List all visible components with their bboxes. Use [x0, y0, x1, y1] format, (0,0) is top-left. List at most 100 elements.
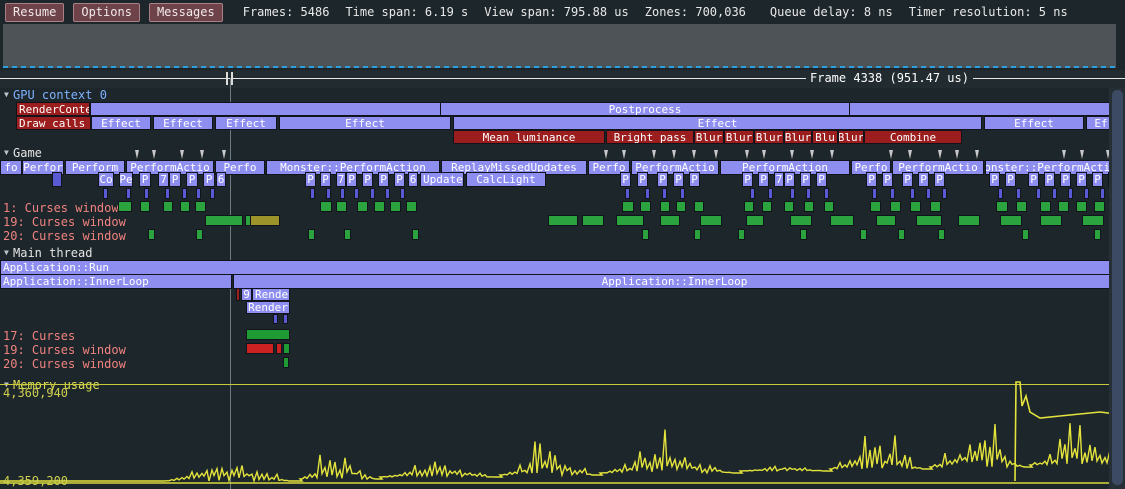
timeline-zone[interactable]: Bright pass — [606, 130, 694, 144]
timeline-zone[interactable]: Render — [246, 301, 290, 314]
timeline-zone[interactable] — [354, 188, 359, 199]
timeline-zone[interactable]: Perfo — [215, 160, 265, 175]
row-curses-window-19-bar[interactable] — [582, 215, 604, 226]
row-curses-window-19-bar[interactable] — [548, 215, 578, 226]
row-curses-17-label[interactable]: 17: Curses — [3, 329, 76, 343]
timeline-zone[interactable] — [210, 188, 215, 199]
timeline-zone[interactable]: P — [934, 172, 945, 187]
timeline-zone[interactable]: 7 — [336, 172, 346, 187]
timeline-zone[interactable] — [144, 188, 149, 199]
row-curses-window-19-bar[interactable] — [205, 215, 243, 226]
timeline-zone[interactable] — [273, 314, 278, 324]
row-curses-window-1-bar[interactable] — [374, 201, 385, 212]
row-curses-window-20-bar[interactable] — [738, 229, 745, 240]
timeline-zone[interactable]: Perform — [65, 160, 125, 175]
resume-button[interactable]: Resume — [5, 2, 65, 22]
row-curses-window-1-bar[interactable] — [890, 201, 901, 212]
timeline-zone[interactable]: fo — [0, 160, 22, 175]
timeline-zone[interactable] — [942, 188, 947, 199]
timeline-zone[interactable]: P — [657, 172, 668, 187]
timeline-zone[interactable]: 9 — [241, 288, 252, 301]
timeline-zone[interactable]: Blur — [838, 130, 864, 144]
row-curses-window-1-bar[interactable] — [320, 201, 332, 212]
timeline-zone[interactable]: Effect — [984, 116, 1084, 130]
timeline-zone[interactable]: P — [1076, 172, 1087, 187]
row-curses-window-20-bar[interactable] — [898, 229, 905, 240]
triangle-down-icon[interactable]: ▼ — [4, 89, 9, 99]
row-curses-window-1-bar[interactable] — [762, 201, 772, 212]
row-curses-window-20-bar[interactable] — [860, 229, 867, 240]
timeline-zone[interactable]: Application::InnerLoop — [233, 274, 1116, 289]
row-curses-window-1-bar[interactable] — [870, 201, 881, 212]
timeline-zone[interactable]: Application::InnerLoop — [0, 274, 232, 289]
row-curses-window-1-bar[interactable] — [824, 201, 834, 212]
timeline-zone[interactable] — [283, 314, 288, 324]
timeline-zone[interactable]: P — [882, 172, 893, 187]
timeline-zone[interactable]: P — [378, 172, 389, 187]
timeline-zone[interactable] — [385, 188, 390, 199]
row-curses-window-1-bar[interactable] — [1058, 201, 1069, 212]
timeline-zone[interactable] — [340, 188, 345, 199]
row-curses-window-1-bar[interactable] — [804, 201, 814, 212]
row-curses-window-19b-label[interactable]: 19: Curses window — [3, 343, 126, 357]
timeline-zone[interactable]: P — [394, 172, 405, 187]
row-curses-window-19-bar[interactable] — [700, 215, 722, 226]
timeline-zone[interactable]: 6 — [216, 172, 226, 187]
row-curses-window-20-bar[interactable] — [1022, 229, 1029, 240]
row-curses-window-1-bar[interactable] — [195, 201, 206, 212]
row-curses-window-19-bar[interactable] — [916, 215, 942, 226]
timeline-zone[interactable]: P — [1028, 172, 1039, 187]
row-curses-window-20-bar[interactable] — [196, 229, 203, 240]
row-curses-window-1-bar[interactable] — [1076, 201, 1087, 212]
timeline-ruler[interactable]: Frame 4338 (951.47 us) — [0, 70, 1125, 88]
timeline-zone[interactable]: Render — [252, 288, 290, 301]
timeline-zone[interactable] — [750, 188, 755, 199]
timeline-zone[interactable]: Blur — [724, 130, 754, 144]
timeline-zone[interactable]: P — [1044, 172, 1055, 187]
row-curses-window-1-bar[interactable] — [1040, 201, 1051, 212]
timeline-zone[interactable] — [103, 188, 108, 199]
row-curses-window-20-bar[interactable] — [412, 229, 419, 240]
timeline-zone[interactable]: 7 — [158, 172, 169, 187]
timeline-zone[interactable]: P — [346, 172, 357, 187]
timeline-zone[interactable]: Blur — [694, 130, 724, 144]
timeline-zone[interactable] — [662, 188, 667, 199]
row-curses-window-1-bar[interactable] — [357, 201, 368, 212]
view-range-handle[interactable] — [226, 72, 235, 85]
row-curses-window-19-bar[interactable] — [250, 215, 280, 226]
timeline-zone[interactable]: Draw calls — [16, 116, 91, 130]
row-curses-window-1-label[interactable]: 1: Curses window — [3, 201, 119, 215]
timeline-zone[interactable] — [768, 188, 773, 199]
group-header-gpu-context[interactable]: ▼ GPU context 0 — [4, 88, 107, 102]
timeline-zone[interactable]: P — [305, 172, 316, 187]
timeline-zone[interactable] — [165, 188, 170, 199]
timeline-zone[interactable] — [872, 188, 877, 199]
row-curses-window-20-bar[interactable] — [308, 229, 315, 240]
row-curses-window-19-bar[interactable] — [1082, 215, 1104, 226]
timeline-zone[interactable] — [52, 172, 62, 187]
timeline-zone[interactable] — [998, 188, 1003, 199]
timeline-zone[interactable]: P — [918, 172, 929, 187]
row-curses-window-1-bar[interactable] — [390, 201, 401, 212]
timeline-zone[interactable]: Mean luminance — [453, 130, 605, 144]
timeline-zone[interactable]: P — [1005, 172, 1016, 187]
row-curses-window-19-label[interactable]: 19: Curses window — [3, 215, 126, 229]
timeline-zone[interactable]: Perfo — [588, 160, 630, 175]
timeline-zone[interactable] — [806, 188, 811, 199]
timeline-zone[interactable]: P — [689, 172, 700, 187]
row-curses-window-20-label[interactable]: 20: Curses window — [3, 229, 126, 243]
row-curses-window-1-bar[interactable] — [694, 201, 704, 212]
row-curses-window-1-bar[interactable] — [1094, 201, 1105, 212]
row-curses-window-19-bar[interactable] — [958, 215, 980, 226]
group-header-game[interactable]: ▼ Game — [4, 146, 42, 160]
timeline-zone[interactable]: Blur — [754, 130, 784, 144]
timeline-zone[interactable] — [1084, 188, 1089, 199]
timeline-zone[interactable] — [196, 188, 201, 199]
timeline-zone[interactable] — [182, 188, 187, 199]
timeline-zone[interactable]: P — [362, 172, 373, 187]
timeline-zone[interactable] — [890, 188, 895, 199]
row-curses-window-19b-bar[interactable] — [283, 343, 290, 354]
row-curses-window-1-bar[interactable] — [640, 201, 651, 212]
vertical-scrollbar[interactable] — [1109, 88, 1125, 489]
timeline-zone[interactable]: P — [169, 172, 181, 187]
